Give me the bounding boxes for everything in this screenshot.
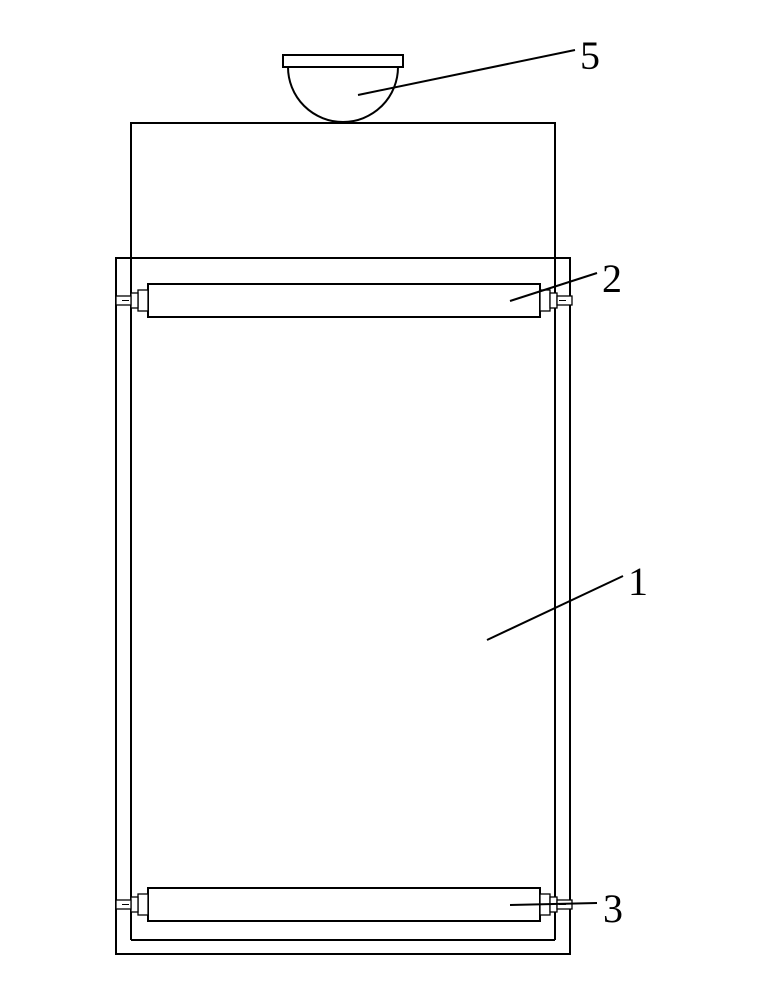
label-1: 1 xyxy=(628,558,648,605)
label-5: 5 xyxy=(580,32,600,79)
upper-housing xyxy=(131,123,555,258)
label-2: 2 xyxy=(602,255,622,302)
label-3: 3 xyxy=(603,885,623,932)
upper-roller xyxy=(116,284,572,317)
leader-lines xyxy=(358,50,623,905)
lower-roller xyxy=(116,888,572,921)
technical-diagram: 5 2 1 3 xyxy=(0,0,767,1000)
diagram-svg xyxy=(0,0,767,1000)
main-frame xyxy=(116,258,570,954)
